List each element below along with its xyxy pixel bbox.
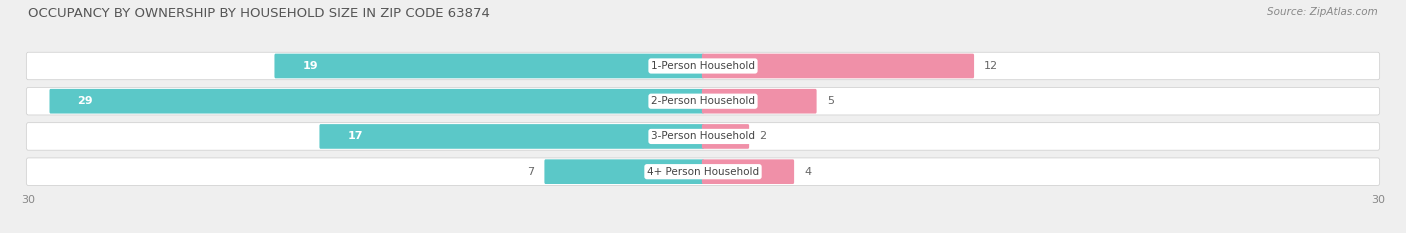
Text: 2-Person Household: 2-Person Household	[651, 96, 755, 106]
FancyBboxPatch shape	[27, 158, 1379, 185]
FancyBboxPatch shape	[702, 89, 817, 113]
FancyBboxPatch shape	[544, 159, 704, 184]
Text: 4: 4	[804, 167, 811, 177]
Text: 4+ Person Household: 4+ Person Household	[647, 167, 759, 177]
Text: 7: 7	[527, 167, 534, 177]
Text: 3-Person Household: 3-Person Household	[651, 131, 755, 141]
Text: Source: ZipAtlas.com: Source: ZipAtlas.com	[1267, 7, 1378, 17]
FancyBboxPatch shape	[27, 87, 1379, 115]
Text: 1-Person Household: 1-Person Household	[651, 61, 755, 71]
FancyBboxPatch shape	[702, 159, 794, 184]
Text: 29: 29	[77, 96, 93, 106]
FancyBboxPatch shape	[274, 54, 704, 78]
Text: 5: 5	[827, 96, 834, 106]
FancyBboxPatch shape	[702, 54, 974, 78]
Text: 2: 2	[759, 131, 766, 141]
Text: 17: 17	[347, 131, 363, 141]
Text: 12: 12	[984, 61, 998, 71]
FancyBboxPatch shape	[319, 124, 704, 149]
FancyBboxPatch shape	[49, 89, 704, 113]
FancyBboxPatch shape	[27, 123, 1379, 150]
Text: OCCUPANCY BY OWNERSHIP BY HOUSEHOLD SIZE IN ZIP CODE 63874: OCCUPANCY BY OWNERSHIP BY HOUSEHOLD SIZE…	[28, 7, 491, 20]
FancyBboxPatch shape	[27, 52, 1379, 80]
FancyBboxPatch shape	[702, 124, 749, 149]
Text: 19: 19	[302, 61, 318, 71]
